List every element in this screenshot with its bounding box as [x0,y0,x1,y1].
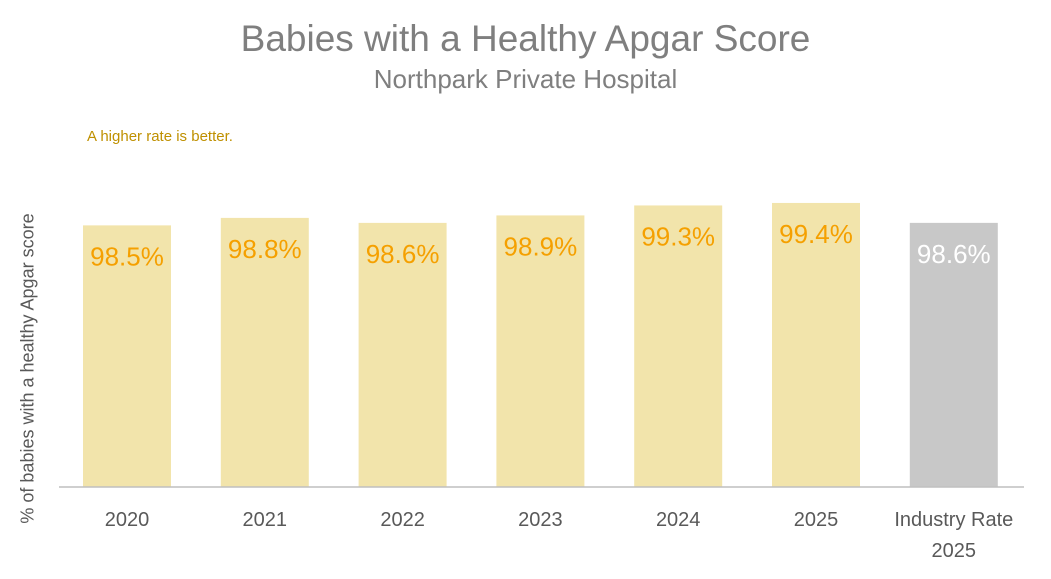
chart-annotation: A higher rate is better. [87,128,233,145]
x-tick-label-4: 2023 [518,509,563,531]
bars-group: 98.5% 98.8% 98.6% 98.9% 99.3% 99.4% 98.6% [83,202,998,488]
bar-7 [909,222,998,487]
bar-4 [496,215,585,488]
bar-1 [83,225,171,487]
data-label-2: 98.8% [228,234,302,264]
x-tick-label-5: 2024 [656,509,701,531]
data-label-5: 99.3% [641,221,715,251]
bar-2 [220,217,309,487]
data-label-6: 99.4% [779,219,853,249]
chart-title: Babies with a Healthy Apgar Score [240,18,811,59]
data-label-4: 98.9% [504,231,578,261]
data-label-1: 98.5% [90,241,164,271]
data-label-3: 98.6% [366,239,440,269]
bar-3 [358,222,447,487]
x-tick-label-2: 2021 [243,509,288,531]
x-tick-labels: 2020 2021 2022 2023 2024 2025 Industry Rate 202… [105,509,1014,562]
x-tick-label-7: Industry Rate 2025 [894,509,1013,562]
bar-6 [772,202,860,487]
bar-5 [634,205,723,488]
x-tick-label-6: 2025 [794,509,839,531]
chart-subtitle: Northpark Private Hospital [373,64,678,94]
x-tick-label-1: 2020 [105,509,150,531]
x-tick-label-3: 2022 [380,509,425,531]
data-label-7: 98.6% [917,239,991,269]
